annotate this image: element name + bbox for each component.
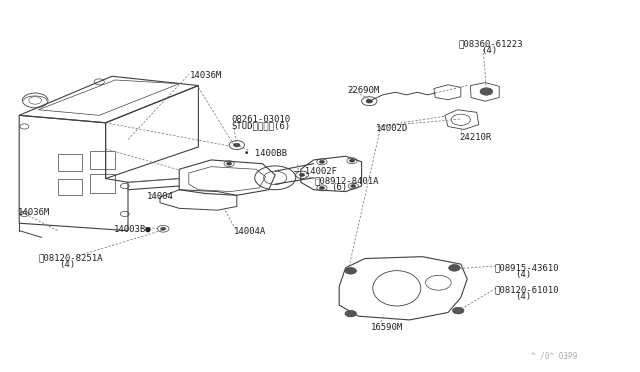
- Text: (4): (4): [59, 260, 75, 269]
- Circle shape: [345, 267, 356, 274]
- Circle shape: [345, 310, 356, 317]
- Text: Ⓝ08360-61223: Ⓝ08360-61223: [458, 40, 523, 49]
- Text: (6): (6): [332, 183, 348, 192]
- Text: 08261-03010: 08261-03010: [232, 115, 291, 124]
- Circle shape: [319, 160, 324, 163]
- Text: 24210R: 24210R: [459, 133, 491, 142]
- Circle shape: [449, 264, 460, 271]
- Circle shape: [366, 99, 372, 103]
- Text: • 1400BB: • 1400BB: [244, 149, 287, 158]
- Text: Ⓥ08915-43610: Ⓥ08915-43610: [495, 263, 559, 272]
- Text: 16590M: 16590M: [371, 323, 403, 332]
- Circle shape: [227, 162, 232, 165]
- Circle shape: [452, 307, 464, 314]
- Circle shape: [319, 186, 324, 189]
- Circle shape: [349, 159, 355, 162]
- Circle shape: [161, 227, 166, 230]
- Text: 14036M: 14036M: [18, 208, 50, 217]
- Text: 22690M: 22690M: [348, 86, 380, 95]
- Text: STUDスタッド(6): STUDスタッド(6): [232, 121, 291, 130]
- Text: (4): (4): [515, 270, 531, 279]
- Circle shape: [480, 88, 493, 95]
- Text: ^ /0^ 03P9: ^ /0^ 03P9: [531, 351, 577, 360]
- Text: (4): (4): [515, 292, 531, 301]
- Text: (4): (4): [481, 46, 497, 55]
- Circle shape: [234, 143, 240, 147]
- Circle shape: [300, 173, 305, 176]
- Text: 14004A: 14004A: [234, 227, 266, 236]
- Text: ⓝ08912-8401A: ⓝ08912-8401A: [315, 176, 380, 185]
- Text: 14003B●: 14003B●: [114, 225, 152, 234]
- Text: ⒲08120-61010: ⒲08120-61010: [495, 286, 559, 295]
- Text: 14002D: 14002D: [376, 124, 408, 133]
- Text: 14036M: 14036M: [189, 71, 221, 80]
- Text: — 14002F: — 14002F: [294, 167, 337, 176]
- Circle shape: [351, 185, 356, 187]
- Text: ⒲08120-8251A: ⒲08120-8251A: [38, 253, 103, 262]
- Text: 14004: 14004: [147, 192, 174, 201]
